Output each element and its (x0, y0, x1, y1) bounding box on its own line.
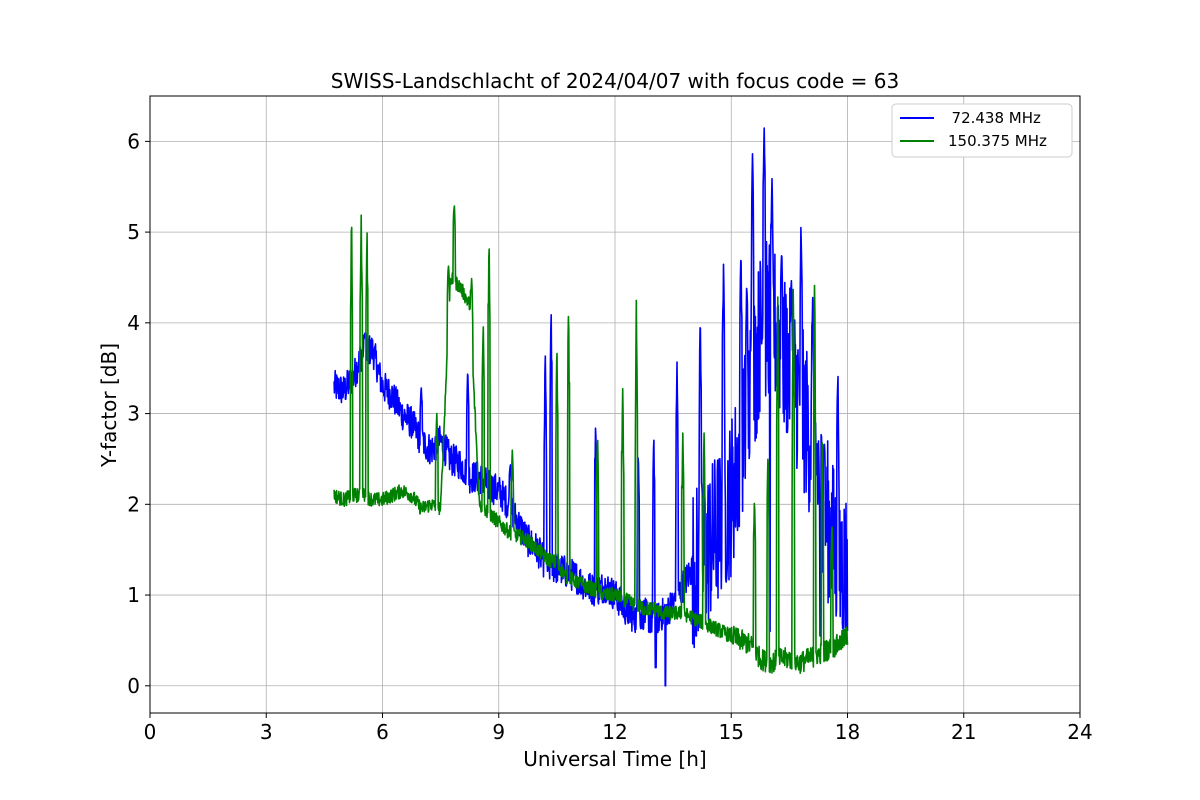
legend-label-150mhz: 150.375 MHz (948, 132, 1047, 150)
legend: 72.438 MHz 150.375 MHz (891, 103, 1073, 158)
x-tick-label: 24 (1067, 720, 1092, 744)
y-tick-label: 1 (127, 583, 140, 607)
x-tick-label: 12 (602, 720, 627, 744)
legend-label-72mhz: 72.438 MHz (942, 109, 1041, 127)
chart-title: SWISS-Landschlacht of 2024/04/07 with fo… (331, 69, 899, 93)
x-tick-label: 15 (719, 720, 744, 744)
y-tick-label: 5 (127, 220, 140, 244)
y-tick-label: 6 (127, 129, 140, 153)
series-line-1 (333, 205, 849, 675)
y-tick-label: 3 (127, 402, 140, 426)
x-tick-label: 18 (835, 720, 860, 744)
series-layer (333, 127, 849, 687)
x-tick-label: 6 (376, 720, 389, 744)
y-tick-label: 4 (127, 311, 140, 335)
x-tick-label: 0 (144, 720, 157, 744)
legend-box (891, 103, 1073, 158)
y-tick-label: 2 (127, 492, 140, 516)
x-axis-label: Universal Time [h] (523, 747, 706, 771)
y-axis-label: Y-factor [dB] (97, 343, 121, 468)
x-tick-label: 9 (492, 720, 505, 744)
y-tick-label: 0 (127, 674, 140, 698)
x-tick-label: 21 (951, 720, 976, 744)
x-tick-label: 3 (260, 720, 273, 744)
